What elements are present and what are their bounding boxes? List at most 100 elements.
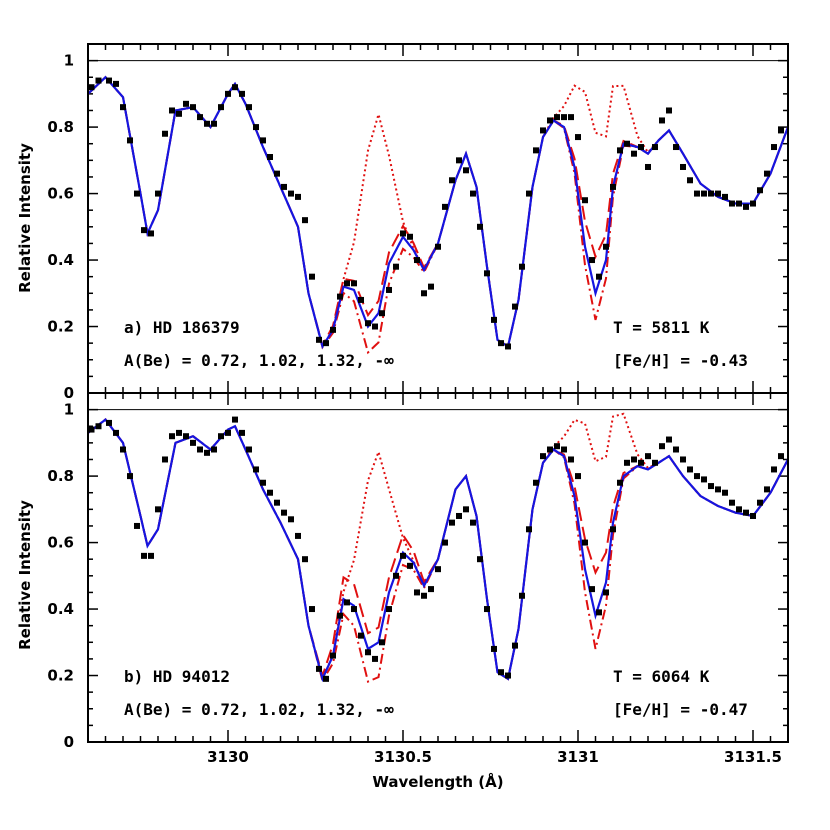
panel-a-observed-point xyxy=(232,84,238,91)
panel-a-y-tick-label: 0.4 xyxy=(47,251,74,269)
panel-b-y-tick-label: 0 xyxy=(64,733,74,751)
panel-b-observed-point xyxy=(666,436,672,443)
panel-b-x-tick-label: 3130.5 xyxy=(374,748,432,766)
panel-a-observed-point xyxy=(106,77,112,84)
panel-b-observed-point xyxy=(204,449,210,456)
panel-b-x-tick-label: 3131 xyxy=(557,748,599,766)
panel-a-observed-point xyxy=(365,320,371,327)
panel-a-observed-point xyxy=(428,283,434,290)
panel-b-observed-point xyxy=(652,459,658,466)
panel-a-observed-point xyxy=(295,193,301,200)
panel-b-observed-point xyxy=(526,526,532,533)
panel-b-observed-point xyxy=(351,606,357,613)
panel-a-observed-point xyxy=(519,263,525,270)
panel-a-model-dashdot-line xyxy=(88,75,788,355)
panel-b-observed-point xyxy=(414,589,420,596)
panel-b-observed-point xyxy=(750,512,756,519)
panel-b-observed-point xyxy=(169,433,175,440)
panel-a-observed-point xyxy=(512,303,518,310)
panel-b-observed-point xyxy=(743,509,749,516)
panel-b-observed-point xyxy=(512,642,518,649)
panel-b-observed-point xyxy=(603,589,609,596)
panel-a-observed-point xyxy=(568,114,574,121)
panel-b-observed-point xyxy=(659,443,665,450)
panel-b-observed-point xyxy=(547,446,553,453)
panel-a-observed-point xyxy=(547,117,553,124)
panel-b-abundance-label: A(Be) = 0.72, 1.02, 1.32, -∞ xyxy=(124,700,394,719)
panel-b-observed-point xyxy=(428,586,434,593)
panel-a-observed-point xyxy=(204,120,210,127)
panel-a-observed-point xyxy=(267,154,273,161)
panel-b-observed-point xyxy=(764,486,770,493)
panel-b-plot: 0 0.2 0.4 0.6 0.8 1 3130 3130.5 3131 3131.5 b) HD … xyxy=(47,392,789,766)
panel-b-observed-point xyxy=(407,562,413,569)
panel-a-observed-point xyxy=(190,104,196,111)
panel-a-observed-point xyxy=(631,150,637,157)
panel-a-observed-point xyxy=(372,323,378,330)
panel-a-observed-point xyxy=(673,144,679,151)
panel-a-observed-point xyxy=(414,257,420,264)
panel-a-observed-point xyxy=(246,104,252,111)
panel-a-y-tick-label: 0.6 xyxy=(47,185,74,203)
panel-b-observed-point xyxy=(645,453,651,460)
panel-b-y-tick-label: 0.4 xyxy=(47,600,74,618)
panel-a-observed-point xyxy=(561,114,567,121)
panel-a-observed-point xyxy=(218,104,224,111)
panel-b-observed-point xyxy=(771,466,777,473)
panel-a-observed-point xyxy=(169,107,175,114)
panel-b-observed-point xyxy=(470,519,476,526)
panel-a-observed-point xyxy=(162,130,168,137)
panel-a-observed-point xyxy=(575,134,581,141)
panel-a-temperature-label: T = 5811 K xyxy=(613,318,710,337)
panel-a-observed-point xyxy=(281,183,287,190)
panel-b-observed-point xyxy=(561,446,567,453)
panel-b-model-dotted-line xyxy=(88,412,788,682)
panel-a-observed-point xyxy=(95,77,102,84)
panel-b-observed-point xyxy=(239,429,245,436)
panel-b-observed-point xyxy=(225,429,231,436)
panel-a-observed-point xyxy=(750,200,756,207)
panel-a-observed-point xyxy=(141,227,147,234)
panel-a-observed-point xyxy=(407,233,413,240)
panel-a-observed-point xyxy=(288,190,294,197)
panel-b-observed-point xyxy=(288,516,294,523)
panel-b-observed-point xyxy=(141,552,147,559)
panel-a-observed-point xyxy=(463,167,469,174)
panel-b-observed-point xyxy=(729,499,735,506)
panel-b-observed-point xyxy=(88,426,95,433)
panel-a-observed-point xyxy=(302,217,308,224)
panel-a-observed-point xyxy=(491,316,497,323)
panel-a-observed-point xyxy=(456,157,462,164)
panel-b-observed-point xyxy=(701,476,707,483)
panel-a-frame xyxy=(87,43,789,394)
panel-b-observed-point xyxy=(435,566,441,573)
panel-b-observed-point xyxy=(624,459,630,466)
panel-a-observed-point xyxy=(225,90,231,97)
panel-b-y-tick-label: 1 xyxy=(64,401,74,419)
panel-a-observed-point xyxy=(253,124,259,131)
panel-b-observed-point xyxy=(365,649,371,656)
panel-a-observed-point xyxy=(701,190,707,197)
panel-a-model-solid-line xyxy=(88,75,788,350)
panel-b-observed-point xyxy=(120,446,126,453)
panel-b-observed-point xyxy=(127,473,133,480)
panel-b-model-solid-line xyxy=(88,418,788,683)
panel-a-observed-point xyxy=(400,230,406,237)
panel-a-observed-point xyxy=(134,190,140,197)
panel-a-observed-point xyxy=(260,137,266,144)
panel-b-observed-point xyxy=(183,433,189,440)
panel-b-frame xyxy=(87,392,789,743)
panel-a-observed-point xyxy=(764,170,770,177)
panel-b-observed-point xyxy=(337,612,343,619)
panel-b-observed-point xyxy=(456,512,462,519)
panel-b-observed-point xyxy=(575,473,581,480)
panel-b-observed-point xyxy=(162,456,168,463)
panel-b-observed-point xyxy=(232,416,238,423)
panel-b-observed-point xyxy=(673,446,679,453)
panel-b-observed-point xyxy=(302,556,308,563)
panel-b-observed-point xyxy=(568,456,574,463)
panel-a-observed-point xyxy=(757,187,763,194)
panel-a-observed-point xyxy=(309,273,315,280)
panel-a-observed-point xyxy=(596,273,602,280)
panel-a-observed-point xyxy=(778,127,784,134)
